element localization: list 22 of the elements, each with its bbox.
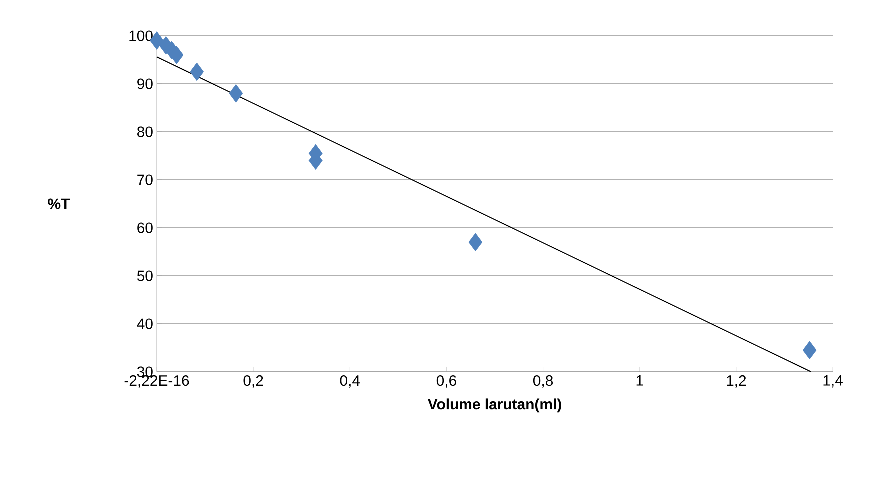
y-tick-label: 100: [130, 30, 153, 42]
y-tick-label: 90: [138, 78, 153, 90]
y-tick-label: 50: [137, 270, 153, 282]
x-tick-label: 1,2: [727, 376, 746, 388]
y-tick-label: 70: [138, 174, 153, 186]
x-tick-label: 0,8: [533, 376, 554, 388]
x-axis-title: Volume larutan(ml): [428, 398, 562, 413]
y-tick-label: 80: [138, 126, 153, 138]
x-tick-label: 1,4: [824, 376, 843, 388]
y-tick-label: 30: [137, 366, 153, 378]
x-tick-label: 1: [636, 376, 644, 386]
y-axis-title: %T: [48, 198, 70, 210]
x-tick-label: 0,6: [436, 376, 456, 388]
y-tick-label: 60: [138, 222, 153, 234]
point: [802, 341, 817, 360]
x-tick-label: 0,4: [340, 376, 360, 388]
y-tick-label: 40: [137, 318, 153, 330]
x-tick-label: 0,2: [244, 376, 264, 388]
point: [190, 62, 204, 82]
point: [229, 84, 244, 103]
x-tick-label: -2,22E-16: [124, 376, 190, 388]
point: [468, 233, 483, 252]
